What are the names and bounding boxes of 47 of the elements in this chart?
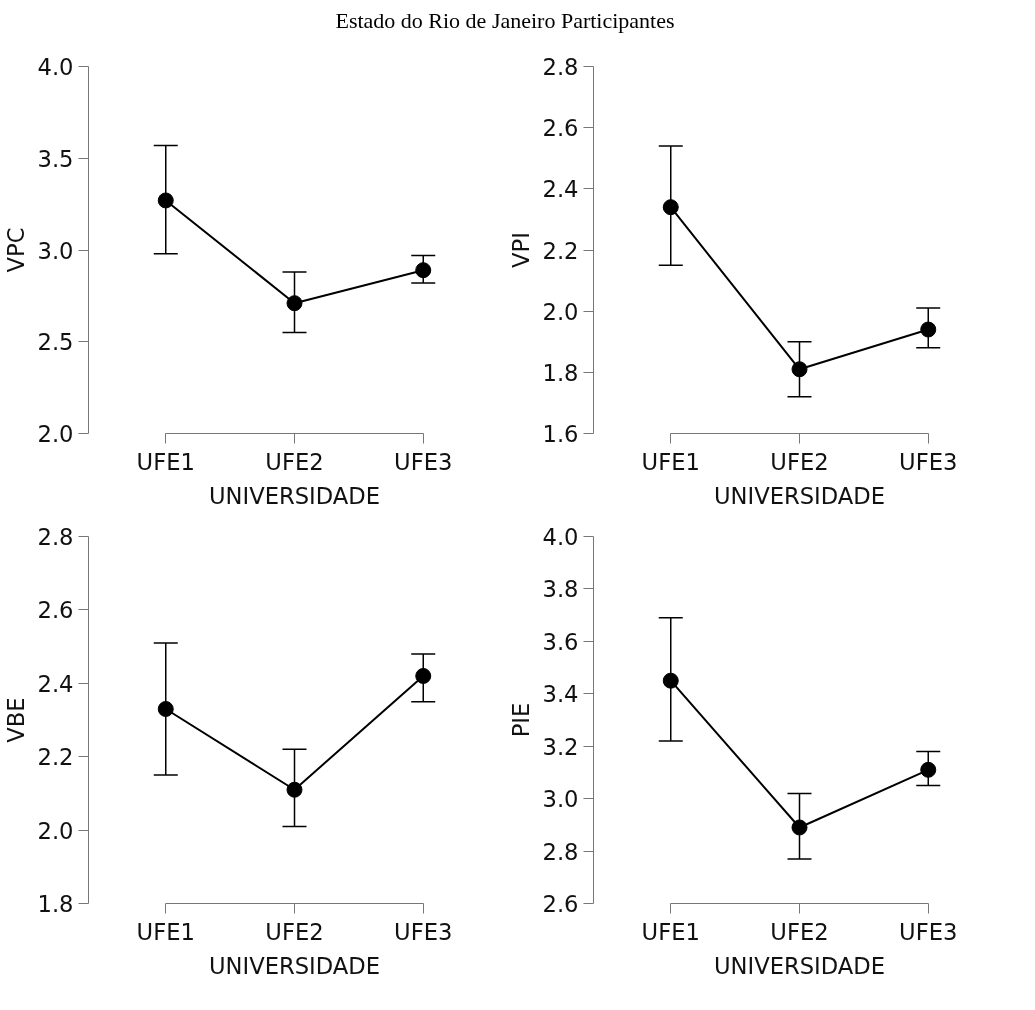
y-tick-label: 2.0 [37, 818, 74, 845]
y-tick-label: 3.4 [542, 681, 579, 708]
y-tick-label: 3.0 [37, 237, 74, 264]
y-axis-title: VPI [508, 232, 535, 269]
y-tick-label: 2.0 [37, 421, 74, 448]
x-axis-title: UNIVERSIDADE [713, 952, 886, 979]
x-axis-title: UNIVERSIDADE [208, 952, 381, 979]
y-tick-label: 1.8 [542, 360, 579, 387]
x-tick-label: UFE2 [770, 448, 829, 475]
x-tick-label: UFE1 [136, 448, 195, 475]
y-tick-label: 2.5 [37, 329, 74, 356]
y-tick-label: 2.6 [542, 115, 579, 142]
x-axis-title: UNIVERSIDADE [208, 482, 381, 509]
y-axis-title: PIE [508, 703, 535, 738]
y-tick-label: 2.8 [542, 54, 579, 81]
y-tick-label: 3.2 [542, 734, 579, 761]
y-tick-label: 1.8 [37, 891, 74, 918]
y-tick-label: 2.0 [542, 299, 579, 326]
text: Estado do Rio de Janeiro Participantes [335, 7, 675, 35]
x-tick-label: UFE2 [265, 918, 324, 945]
y-tick-label: 3.8 [542, 576, 579, 603]
y-tick-label: 2.8 [542, 838, 579, 865]
x-tick-label: UFE3 [394, 918, 453, 945]
x-tick-label: UFE3 [899, 448, 958, 475]
y-axis-title: VBE [3, 697, 30, 744]
x-tick-label: UFE1 [136, 918, 195, 945]
y-tick-label: 2.8 [37, 524, 74, 551]
x-tick-label: UFE2 [265, 448, 324, 475]
y-tick-label: 2.6 [542, 891, 579, 918]
x-tick-label: UFE3 [899, 918, 958, 945]
y-tick-label: 3.5 [37, 146, 74, 173]
y-tick-label: 2.4 [542, 176, 579, 203]
y-tick-label: 4.0 [37, 54, 74, 81]
x-tick-label: UFE1 [641, 448, 700, 475]
x-tick-label: UFE2 [770, 918, 829, 945]
y-axis-title: VPC [3, 227, 30, 273]
x-axis-title: UNIVERSIDADE [713, 482, 886, 509]
x-tick-label: UFE3 [394, 448, 453, 475]
y-tick-label: 3.6 [542, 629, 579, 656]
x-tick-label: UFE1 [641, 918, 700, 945]
y-tick-label: 2.6 [37, 597, 74, 624]
y-tick-label: 2.2 [542, 237, 579, 264]
y-tick-label: 3.0 [542, 786, 579, 813]
y-tick-label: 2.4 [37, 671, 74, 698]
y-tick-label: 4.0 [542, 524, 579, 551]
y-tick-label: 1.6 [542, 421, 579, 448]
y-tick-label: 2.2 [37, 744, 74, 771]
